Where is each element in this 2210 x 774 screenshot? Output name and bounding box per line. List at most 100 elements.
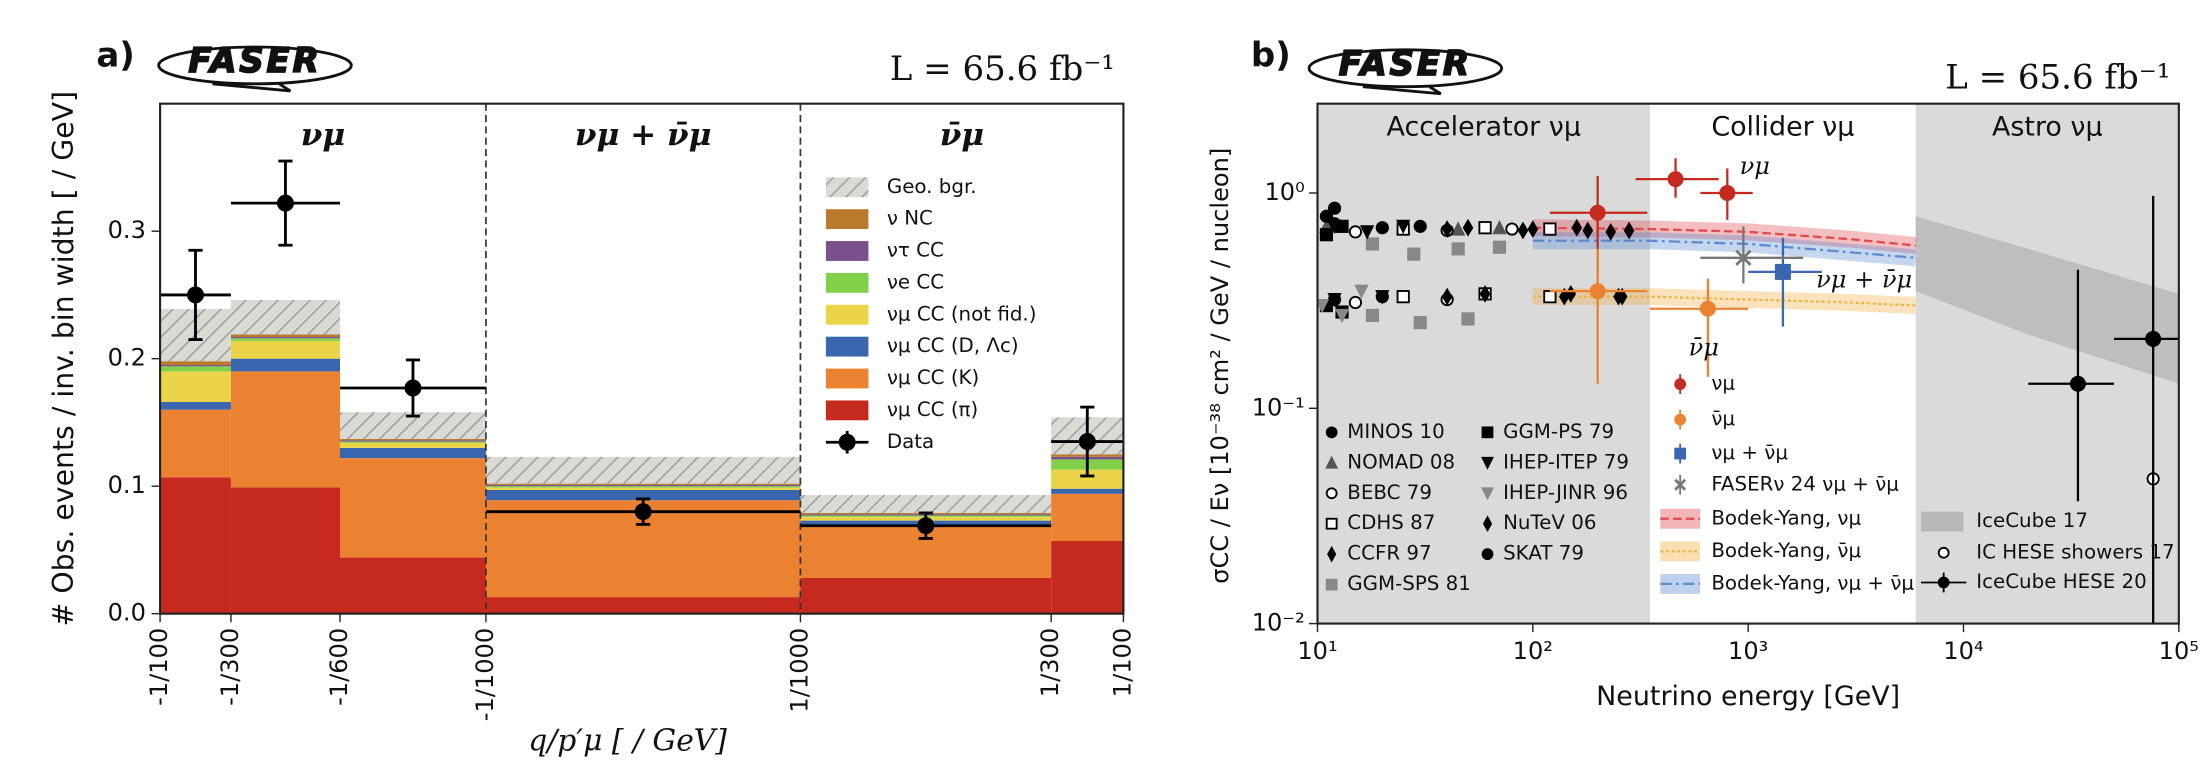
x-tick-label: 1/300 (1036, 628, 1064, 697)
stack-segment (230, 487, 340, 614)
legend-label: NOMAD 08 (1347, 450, 1455, 473)
legend-label: νμ CC (π) (887, 398, 978, 421)
legend-label: νμ + ν̄μ (1711, 441, 1788, 464)
stack-segment (340, 447, 486, 459)
legend-label: νμ CC (K) (887, 366, 979, 389)
marker (1492, 219, 1507, 235)
stack-segment (230, 334, 340, 337)
stack-segment (1051, 540, 1124, 614)
legend-swatch (825, 400, 869, 421)
marker (1319, 228, 1334, 242)
marker (1571, 218, 1583, 237)
x-tick-label: 10⁵ (2159, 637, 2199, 665)
region-label: ν̄μ (940, 117, 984, 153)
marker (1319, 209, 1334, 223)
legend-label: CDHS 87 (1347, 511, 1435, 534)
marker (1325, 487, 1338, 500)
legend-label: GGM-SPS 81 (1347, 572, 1471, 595)
marker (1774, 263, 1791, 280)
legend-label: IceCube HESE 20 (1976, 570, 2147, 593)
stack-segment (485, 486, 801, 488)
marker (1479, 284, 1491, 303)
stack-segment (1051, 488, 1124, 494)
legend-label: IceCube 17 (1976, 509, 2088, 532)
region-label: Collider νμ (1711, 111, 1854, 142)
luminosity: L = 65.6 fb⁻¹ (1945, 58, 2170, 98)
marker (1396, 290, 1410, 304)
region-label: νμ (301, 117, 345, 153)
marker (1327, 201, 1342, 215)
stack-segment (160, 365, 231, 367)
legend-label: Bodek-Yang, νμ (1711, 506, 1861, 529)
legend-swatch (825, 304, 869, 325)
logo-arrow (1362, 85, 1442, 96)
marker (1605, 222, 1617, 241)
stack-segment (230, 358, 340, 372)
legend-label: CCFR 97 (1347, 542, 1431, 565)
stack-segment (160, 409, 231, 478)
marker (1699, 300, 1716, 317)
stack-segment (340, 442, 486, 448)
marker (1375, 290, 1390, 305)
marker (1451, 221, 1466, 236)
marker (1481, 456, 1494, 470)
stack-segment (160, 361, 231, 366)
legend-swatch (825, 177, 869, 198)
x-tick-label: 10³ (1728, 637, 1768, 665)
legend-label: νμ CC (D, Λc) (887, 334, 1019, 357)
logo: FASER (188, 41, 321, 81)
y-tick-label: 10⁰ (1264, 178, 1304, 206)
legend-swatch (1660, 574, 1700, 594)
legend-swatch (825, 209, 869, 230)
marker (1492, 240, 1507, 254)
marker (1589, 204, 1606, 221)
model-band (1532, 288, 1917, 315)
marker (1348, 225, 1363, 239)
legend-swatch (825, 272, 869, 293)
stack-segment (230, 340, 340, 359)
marker (1407, 247, 1421, 261)
stack-segment (485, 487, 801, 490)
stack-segment (160, 371, 231, 403)
marker (1348, 295, 1363, 310)
marker (1667, 171, 1684, 188)
stack-segment (340, 441, 486, 443)
stack-segment (340, 438, 486, 441)
marker (1481, 487, 1494, 501)
legend-swatch (825, 336, 869, 357)
marker (1517, 221, 1529, 240)
legend-label: ν NC (887, 207, 933, 230)
marker (1543, 290, 1557, 304)
region-label: Accelerator νμ (1387, 111, 1581, 142)
data-point (634, 503, 652, 521)
stack-segment (485, 483, 801, 485)
marker (1325, 455, 1339, 469)
marker (1325, 578, 1338, 591)
legend-label: GGM-PS 79 (1503, 420, 1614, 443)
marker (2145, 330, 2162, 347)
marker (1317, 298, 1330, 314)
logo-arrow (212, 82, 292, 93)
y-tick-label: 10⁻² (1252, 609, 1305, 637)
marker (1481, 426, 1494, 439)
legend-label: ντ CC (887, 239, 944, 262)
legend-label: Bodek-Yang, ν̄μ (1711, 539, 1861, 562)
marker (1334, 308, 1350, 324)
region (1649, 103, 1916, 624)
legend-label: ν̄μ (1711, 407, 1735, 430)
marker (1582, 221, 1594, 240)
legend-label: IHEP-ITEP 79 (1503, 450, 1629, 473)
x-tick-label: 10² (1513, 637, 1553, 665)
marker (1461, 312, 1475, 326)
marker (1413, 219, 1427, 233)
stack-segment (485, 489, 801, 501)
stack-segment (485, 456, 801, 484)
y-tick-label: 10⁻¹ (1252, 393, 1305, 421)
region-label: Astro νμ (1992, 111, 2103, 142)
marker (1451, 242, 1465, 256)
model-line (1532, 239, 1916, 259)
x-tick-label: 1/1000 (785, 628, 813, 713)
stack-segment (485, 597, 801, 614)
y-axis-label: σCC / Eν [10⁻³⁸ cm² / GeV / nucleon] (1206, 148, 1234, 584)
marker (1375, 221, 1389, 235)
